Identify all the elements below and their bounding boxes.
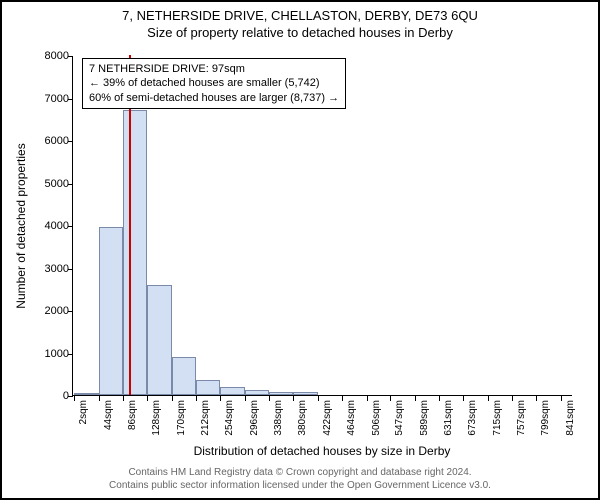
x-axis-label: Distribution of detached houses by size …	[72, 444, 572, 458]
x-tick-label: 2sqm	[78, 400, 89, 424]
x-tick-mark	[147, 396, 148, 401]
x-tick-mark	[269, 396, 270, 401]
y-axis-label: Number of detached properties	[14, 143, 28, 308]
x-tick-label: 757sqm	[516, 400, 527, 436]
x-tick-label: 631sqm	[443, 400, 454, 436]
annotation-line3: 60% of semi-detached houses are larger (…	[89, 91, 339, 105]
x-tick-mark	[390, 396, 391, 401]
x-tick-label: 841sqm	[565, 400, 576, 436]
histogram-bar	[269, 392, 293, 395]
y-tick-label: 4000	[35, 220, 69, 232]
annotation-box: 7 NETHERSIDE DRIVE: 97sqm ← 39% of detac…	[82, 58, 346, 109]
chart-area: 0100020003000400050006000700080002sqm44s…	[72, 56, 572, 396]
histogram-bar	[196, 380, 220, 395]
histogram-bar	[172, 357, 196, 395]
x-tick-label: 44sqm	[103, 400, 114, 430]
x-tick-label: 506sqm	[371, 400, 382, 436]
y-tick-mark	[68, 184, 73, 185]
histogram-bar	[74, 393, 98, 395]
y-tick-mark	[68, 396, 73, 397]
x-tick-mark	[463, 396, 464, 401]
y-tick-label: 8000	[35, 50, 69, 62]
y-tick-label: 1000	[35, 348, 69, 360]
x-tick-label: 464sqm	[346, 400, 357, 436]
y-tick-label: 7000	[35, 93, 69, 105]
y-tick-label: 3000	[35, 263, 69, 275]
footer-line1: Contains HM Land Registry data © Crown c…	[2, 466, 598, 479]
x-tick-mark	[293, 396, 294, 401]
histogram-bar	[245, 390, 269, 395]
x-tick-mark	[196, 396, 197, 401]
y-tick-label: 5000	[35, 178, 69, 190]
x-tick-mark	[342, 396, 343, 401]
x-tick-mark	[536, 396, 537, 401]
histogram-bar	[293, 392, 317, 395]
x-tick-mark	[415, 396, 416, 401]
x-tick-mark	[367, 396, 368, 401]
x-tick-mark	[74, 396, 75, 401]
x-tick-label: 254sqm	[224, 400, 235, 436]
histogram-bar	[123, 110, 147, 395]
y-tick-mark	[68, 141, 73, 142]
chart-container: 7, NETHERSIDE DRIVE, CHELLASTON, DERBY, …	[0, 0, 600, 500]
histogram-bar	[147, 285, 171, 396]
x-tick-label: 673sqm	[467, 400, 478, 436]
y-tick-label: 6000	[35, 135, 69, 147]
x-tick-mark	[99, 396, 100, 401]
x-tick-mark	[245, 396, 246, 401]
x-tick-label: 338sqm	[273, 400, 284, 436]
y-tick-mark	[68, 99, 73, 100]
x-tick-label: 547sqm	[394, 400, 405, 436]
x-tick-label: 799sqm	[540, 400, 551, 436]
x-tick-label: 296sqm	[249, 400, 260, 436]
x-tick-mark	[488, 396, 489, 401]
x-tick-mark	[172, 396, 173, 401]
x-tick-label: 128sqm	[151, 400, 162, 436]
histogram-bar	[99, 227, 123, 395]
x-tick-label: 380sqm	[297, 400, 308, 436]
x-tick-mark	[123, 396, 124, 401]
footer-line2: Contains public sector information licen…	[2, 479, 598, 492]
y-tick-mark	[68, 226, 73, 227]
y-tick-mark	[68, 354, 73, 355]
y-tick-label: 2000	[35, 305, 69, 317]
title-sub: Size of property relative to detached ho…	[2, 25, 598, 40]
x-tick-mark	[318, 396, 319, 401]
y-tick-mark	[68, 311, 73, 312]
x-tick-label: 589sqm	[419, 400, 430, 436]
y-tick-label: 0	[35, 390, 69, 402]
x-tick-mark	[220, 396, 221, 401]
footer-text: Contains HM Land Registry data © Crown c…	[2, 466, 598, 492]
annotation-line1: 7 NETHERSIDE DRIVE: 97sqm	[89, 62, 339, 76]
histogram-bar	[220, 387, 244, 395]
x-tick-label: 86sqm	[127, 400, 138, 430]
x-tick-label: 170sqm	[176, 400, 187, 436]
x-tick-mark	[561, 396, 562, 401]
title-main: 7, NETHERSIDE DRIVE, CHELLASTON, DERBY, …	[2, 8, 598, 23]
y-tick-mark	[68, 269, 73, 270]
x-tick-label: 715sqm	[492, 400, 503, 436]
y-tick-mark	[68, 56, 73, 57]
annotation-line2: ← 39% of detached houses are smaller (5,…	[89, 76, 339, 90]
x-tick-label: 212sqm	[200, 400, 211, 436]
x-tick-mark	[512, 396, 513, 401]
x-tick-label: 422sqm	[322, 400, 333, 436]
x-tick-mark	[439, 396, 440, 401]
